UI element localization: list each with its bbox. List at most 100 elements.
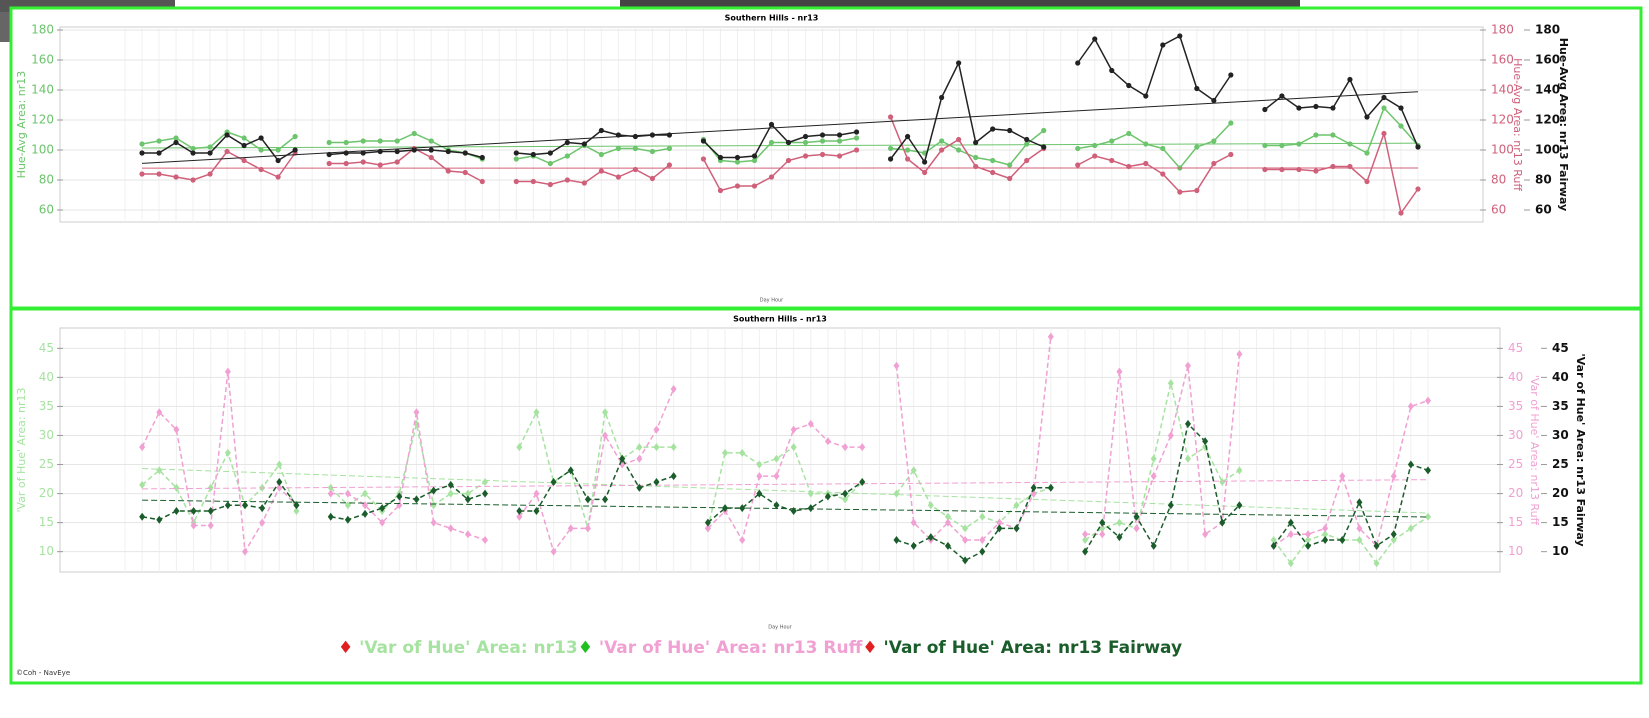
point [1296,141,1302,147]
point [190,507,197,515]
point [413,408,420,417]
y-tick-label: 10 [1552,544,1569,558]
point [1007,175,1013,182]
point [343,150,349,156]
point [1262,142,1268,149]
point [173,135,179,141]
point [962,524,969,533]
point [224,148,230,155]
point [1092,36,1098,42]
point [1304,541,1311,550]
point [207,507,214,515]
legend-entry: 'Var of Hue' Area: nr13 Fairway [884,638,1183,658]
point [700,156,707,162]
y-tick-label: 40 [1508,370,1523,384]
legend-marker: ♦ [862,638,883,658]
point [1390,472,1397,481]
point [939,94,945,101]
point [819,151,826,158]
point [394,148,400,155]
point [344,515,351,524]
point [1075,60,1081,66]
point [1270,536,1277,545]
point [996,518,1003,527]
point [1167,379,1174,388]
y-tick-label: 15 [1508,515,1523,529]
point [430,518,437,527]
point [773,472,780,481]
point [379,504,386,513]
point [973,139,979,146]
point [224,448,231,457]
point [1092,153,1098,159]
point [1202,530,1209,539]
y-tick-label: 120 [1491,113,1514,127]
point [447,489,454,498]
point [479,154,485,161]
point [275,147,281,153]
point [717,187,724,194]
y-tick-label: 80 [39,173,54,187]
point [1194,85,1200,92]
point [632,133,638,140]
point [1425,512,1431,521]
series-line [142,116,1419,215]
point [1279,166,1285,173]
point [258,135,264,141]
point [751,153,758,159]
point [1177,33,1183,39]
point [910,541,917,550]
point [602,431,609,440]
point [1143,93,1149,99]
trend-line [141,91,1419,164]
point [530,178,536,185]
point [956,136,962,143]
point [1287,530,1294,539]
point [1160,145,1166,152]
point [173,174,179,180]
point [173,425,180,434]
point [377,148,383,155]
point [258,166,264,173]
point [207,144,213,150]
point [670,385,677,393]
point [1270,541,1277,550]
plot-area [59,327,1501,573]
point [653,477,660,486]
point [1024,136,1030,143]
y-tick-label: 60 [39,203,54,217]
point [156,466,163,475]
point [564,177,570,183]
point [445,168,451,174]
point [700,138,707,144]
point [464,495,471,504]
point [139,150,145,156]
point [1339,472,1346,481]
point [1047,332,1054,341]
point [842,495,849,504]
point [1167,431,1174,440]
point [1236,350,1243,359]
point [1211,97,1217,104]
point [190,145,196,152]
point [482,489,489,498]
y-tick-label: 140 [1535,83,1560,97]
point [1007,127,1013,134]
point [513,178,519,185]
point [344,489,351,498]
point [887,156,894,162]
point [836,138,843,144]
point [1109,157,1115,164]
series-line [141,383,1429,565]
point [1202,437,1209,446]
point [377,138,383,144]
point [362,509,369,518]
point [362,489,369,498]
point [649,175,656,182]
point [962,536,969,545]
point [905,133,911,140]
point [773,501,780,510]
point [1313,168,1319,174]
point [990,126,996,132]
point [1013,501,1020,510]
